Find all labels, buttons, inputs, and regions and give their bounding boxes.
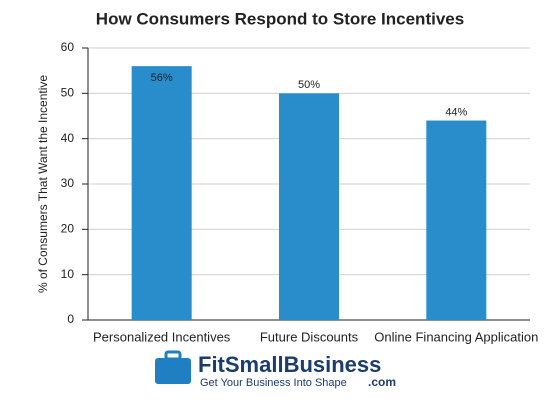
- chart-title: How Consumers Respond to Store Incentive…: [96, 9, 464, 28]
- bar: [426, 120, 487, 321]
- logo-icon-handle: [164, 350, 182, 361]
- y-tick-label: 20: [61, 222, 75, 236]
- y-axis-label: % of Consumers That Want the Incentive: [36, 75, 50, 293]
- x-tick-label: Online Financing Application: [374, 329, 538, 344]
- x-tick-label: Future Discounts: [260, 329, 359, 344]
- y-tick-label: 0: [67, 312, 74, 326]
- y-tick-label: 40: [61, 131, 75, 145]
- value-label: 56%: [151, 72, 173, 84]
- y-tick-label: 10: [61, 267, 75, 281]
- value-label: 50%: [298, 79, 320, 91]
- value-label: 44%: [445, 106, 467, 118]
- bar: [279, 93, 339, 320]
- x-tick-label: Personalized Incentives: [93, 329, 231, 344]
- logo: FitSmallBusiness .com Get Your Business …: [155, 350, 396, 389]
- y-tick-label: 50: [61, 86, 75, 100]
- logo-icon: [155, 358, 191, 384]
- bar: [131, 66, 192, 320]
- logo-suffix: .com: [368, 375, 396, 389]
- y-tick-label: 60: [61, 40, 75, 54]
- logo-tagline: Get Your Business Into Shape: [200, 377, 347, 389]
- y-tick-label: 30: [61, 176, 75, 190]
- logo-name: FitSmallBusiness: [198, 352, 381, 377]
